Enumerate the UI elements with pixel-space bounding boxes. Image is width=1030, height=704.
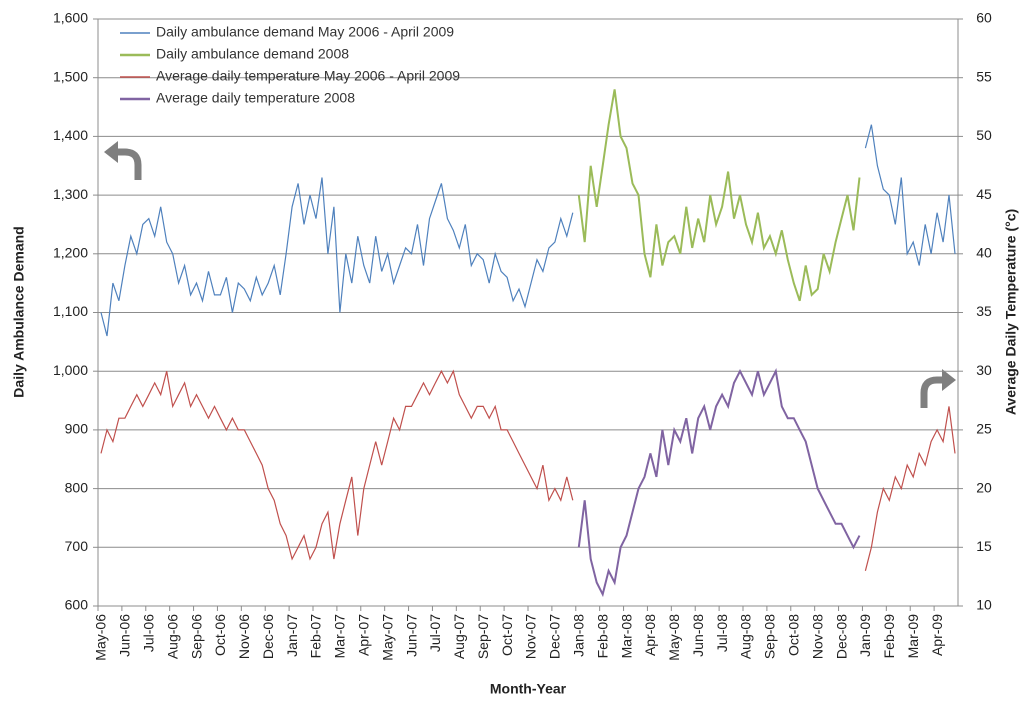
y-tick-label: 1,100 (53, 303, 88, 319)
x-tick-label: Apr-09 (929, 614, 945, 656)
x-tick-label: Apr-08 (642, 614, 658, 656)
x-axis-title: Month-Year (490, 681, 567, 697)
legend-label: Average daily temperature 2008 (156, 90, 355, 106)
x-tick-label: Sep-06 (188, 614, 204, 659)
y2-tick-label: 40 (976, 245, 992, 261)
legend-label: Average daily temperature May 2006 - Apr… (156, 68, 460, 84)
x-tick-label: May-08 (666, 614, 682, 661)
y-tick-label: 700 (65, 538, 89, 554)
x-tick-label: Nov-08 (809, 614, 825, 659)
arrow-left-icon (104, 141, 142, 180)
x-tick-label: Jun-08 (690, 614, 706, 657)
x-tick-label: Jan-09 (857, 614, 873, 657)
series-line (100, 124, 956, 337)
x-tick-label: Oct-07 (499, 614, 515, 656)
y-axis-title: Daily Ambulance Demand (11, 226, 27, 397)
x-tick-label: Jan-08 (570, 614, 586, 657)
x-tick-label: Jun-07 (403, 614, 419, 657)
x-tick-label: Jul-07 (427, 614, 443, 652)
x-tick-label: Jul-06 (140, 614, 156, 652)
x-tick-label: Aug-06 (164, 614, 180, 659)
y-tick-label: 1,200 (53, 245, 88, 261)
y-tick-label: 1,300 (53, 186, 88, 202)
x-tick-label: May-07 (379, 614, 395, 661)
y2-tick-label: 20 (976, 479, 992, 495)
y2-axis-title: Average Daily Temperature (°c) (1003, 209, 1019, 415)
y2-tick-label: 45 (976, 186, 992, 202)
x-tick-label: Feb-08 (594, 614, 610, 659)
y-tick-label: 1,500 (53, 68, 88, 84)
x-tick-label: Oct-08 (785, 614, 801, 656)
x-tick-label: Sep-07 (475, 614, 491, 659)
x-tick-label: Dec-07 (547, 614, 563, 659)
x-tick-label: Dec-08 (833, 614, 849, 659)
y2-tick-label: 60 (976, 10, 992, 26)
y2-tick-label: 10 (976, 597, 992, 613)
series-line (577, 89, 861, 302)
y-tick-label: 800 (65, 479, 89, 495)
x-tick-label: Feb-09 (881, 614, 897, 659)
x-tick-label: May-06 (93, 614, 109, 661)
x-tick-label: Nov-07 (523, 614, 539, 659)
y2-tick-label: 30 (976, 362, 992, 378)
x-tick-label: Jul-08 (714, 614, 730, 652)
x-tick-label: Apr-07 (355, 614, 371, 656)
x-tick-label: Aug-08 (738, 614, 754, 659)
y2-tick-label: 15 (976, 538, 992, 554)
arrow-right-icon (920, 369, 956, 408)
series-line (100, 369, 956, 571)
x-tick-label: Nov-06 (236, 614, 252, 659)
x-tick-label: Mar-07 (332, 614, 348, 659)
y-tick-label: 1,600 (53, 10, 88, 26)
y2-tick-label: 50 (976, 127, 992, 143)
x-tick-label: Mar-08 (618, 614, 634, 659)
x-tick-label: Aug-07 (451, 614, 467, 659)
legend-label: Daily ambulance demand 2008 (156, 46, 349, 62)
legend-label: Daily ambulance demand May 2006 - April … (156, 24, 454, 40)
y-tick-label: 600 (65, 597, 89, 613)
y2-tick-label: 35 (976, 303, 992, 319)
y-tick-label: 900 (65, 421, 89, 437)
x-tick-label: Sep-08 (762, 614, 778, 659)
y2-tick-label: 25 (976, 421, 992, 437)
x-tick-label: Jun-06 (117, 614, 133, 657)
y-tick-label: 1,400 (53, 127, 88, 143)
x-tick-label: Jan-07 (284, 614, 300, 657)
x-tick-label: Feb-07 (308, 614, 324, 659)
x-tick-label: Mar-09 (905, 614, 921, 659)
x-tick-label: Oct-06 (212, 614, 228, 656)
y-tick-label: 1,000 (53, 362, 88, 378)
series-line (577, 368, 861, 598)
y2-tick-label: 55 (976, 68, 992, 84)
x-tick-label: Dec-06 (260, 614, 276, 659)
